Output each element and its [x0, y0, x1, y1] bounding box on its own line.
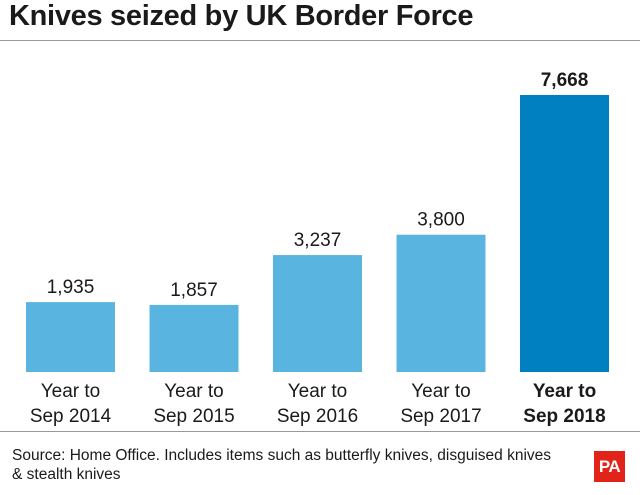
category-label-4-line-2: Sep 2017	[400, 406, 481, 427]
pa-logo: PA	[594, 451, 625, 482]
category-label-3-line-2: Sep 2016	[277, 406, 358, 427]
value-label-1: 1,935	[47, 277, 95, 298]
category-label-1-line-2: Sep 2014	[30, 406, 112, 427]
title-divider	[0, 40, 640, 41]
bar-2	[149, 304, 239, 372]
category-label-1-line-1: Year to	[41, 381, 101, 402]
bar-chart: 1,935 Year to Sep 2014 1,857 Year to Sep 2015…	[26, 70, 609, 427]
category-label-2-line-1: Year to	[164, 381, 224, 402]
category-label-3-line-1: Year to	[288, 381, 348, 402]
value-label-5: 7,668	[541, 70, 589, 91]
bar-3	[273, 255, 362, 372]
bar-chart-canvas: 1,935 Year to Sep 2014 1,857 Year to Sep 2015…	[26, 70, 609, 427]
category-label-5-line-2: Sep 2018	[523, 406, 605, 427]
value-label-4: 3,800	[417, 210, 465, 231]
bar-5	[520, 95, 609, 372]
value-label-2: 1,857	[170, 280, 218, 301]
category-label-5-line-1: Year to	[533, 381, 596, 402]
category-label-4-line-1: Year to	[411, 381, 471, 402]
category-label-2-line-2: Sep 2015	[153, 406, 234, 427]
source-note: Source: Home Office. Includes items such…	[12, 447, 552, 483]
value-label-3: 3,237	[294, 230, 342, 251]
chart-title: Knives seized by UK Border Force	[9, 0, 474, 32]
bar-1	[26, 302, 115, 372]
bar-4	[396, 234, 486, 372]
footer-divider	[0, 431, 640, 432]
